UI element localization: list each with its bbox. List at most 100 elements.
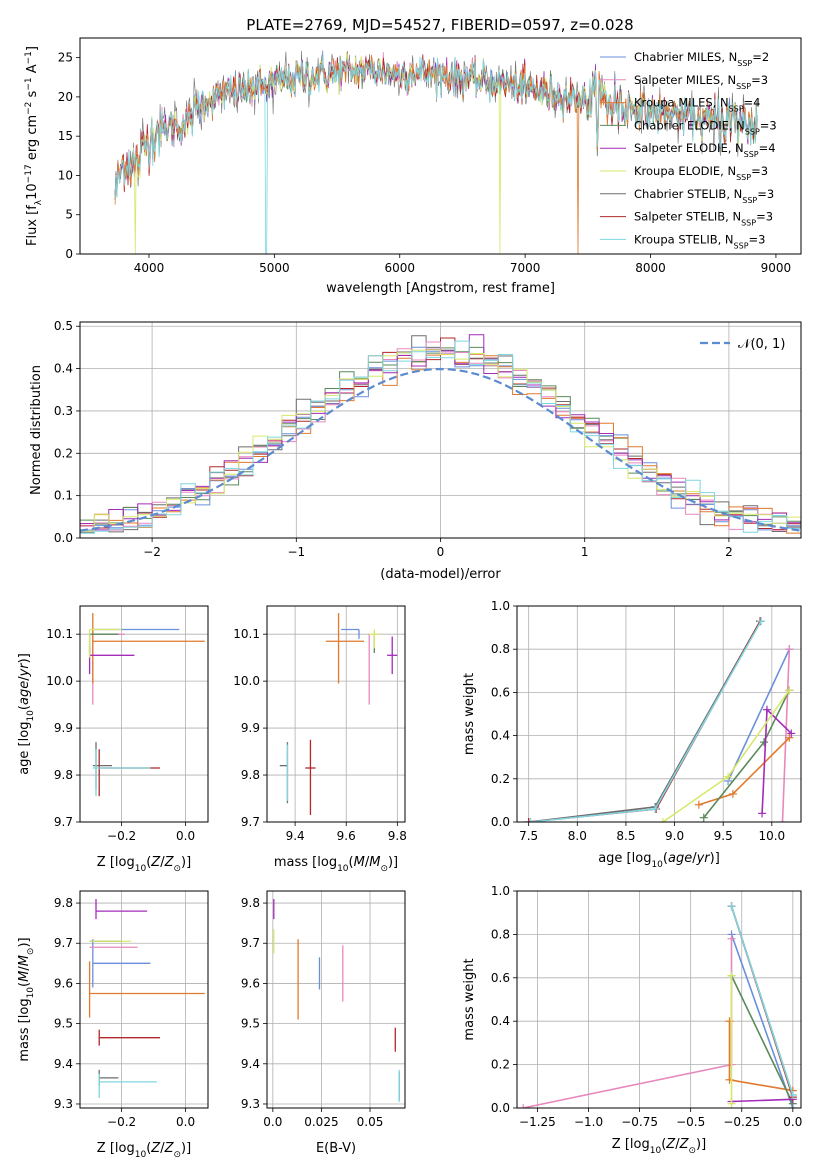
plot-area: [114, 50, 758, 254]
legend-label-suffix: =3: [757, 187, 774, 201]
x-tick-label: 8.5: [616, 829, 635, 843]
mass_vs_Z-panel: −0.2 0.09.39.49.59.69.79.8Z [log10(Z/Z⊙)]…: [17, 890, 209, 1160]
y-axis-label: mass weight: [462, 958, 477, 1040]
x-axis-label: mass [log10(M/M⊙)]: [274, 855, 398, 874]
y-tick-label: 10.0: [233, 674, 260, 688]
legend-label-main: Chabrier ELODIE, N: [634, 118, 745, 132]
x-label-part: )]: [696, 1137, 706, 1152]
gaussian-legend-label: 𝒩(0, 1): [738, 337, 785, 352]
x-label-part: Z [: [97, 855, 115, 870]
x-axis-label: E(B-V): [316, 1141, 356, 1156]
x-tick-label: 9.5: [714, 829, 733, 843]
x-tick-label: −0.75: [621, 1115, 658, 1129]
x-tick-label: 8.0: [568, 829, 587, 843]
y-tick-label: 9.8: [241, 896, 260, 910]
legend-label: Chabrier MILES, NSSP=2: [634, 50, 769, 68]
x-label-part: Z [: [97, 1141, 115, 1156]
x-tick-label: 0.0: [176, 829, 195, 843]
y-label-part: ⊙: [26, 948, 36, 956]
x-axis-label: age [log10(age/yr)]: [598, 851, 720, 870]
legend-label-sub: SSP: [741, 218, 756, 227]
y-tick-label: 10.0: [46, 674, 73, 688]
y-label-part: (: [17, 982, 32, 987]
x-tick-label: 6000: [384, 261, 415, 275]
x-tick-label: 7000: [510, 261, 541, 275]
y-tick-label: 0.8: [491, 642, 510, 656]
y-tick-label: 0.6: [491, 685, 510, 699]
y-tick-label: 0.5: [54, 319, 73, 333]
x-tick-label: −0.25: [723, 1115, 760, 1129]
y-tick-label: 0: [65, 247, 73, 261]
y-tick-label: 9.7: [54, 815, 73, 829]
x-label-part: 10: [135, 864, 147, 874]
x-tick-label: 4000: [134, 261, 165, 275]
weight-line-7: [528, 620, 761, 822]
plot-area: [524, 617, 796, 822]
legend-label-main: Salpeter STELIB, N: [634, 210, 741, 224]
legend-label-suffix: =4: [759, 141, 776, 155]
plot-area: [80, 334, 801, 534]
x-tick-label: −2: [143, 545, 161, 559]
legend-label-main: Chabrier STELIB, N: [634, 187, 742, 201]
y-tick-label: 0.4: [491, 1014, 510, 1028]
x-label-part: Z [: [612, 1137, 630, 1152]
y-label-part: /: [17, 966, 32, 971]
x-label-part: Z: [164, 1141, 175, 1156]
y-label-part: −1: [24, 51, 34, 64]
gaussian-curve: [80, 367, 801, 532]
legend-label-suffix: =3: [756, 210, 773, 224]
y-tick-label: 9.7: [241, 936, 260, 950]
x-tick-label: −1.0: [574, 1115, 603, 1129]
x-tick-label: 1: [581, 545, 589, 559]
legend-label: Chabrier STELIB, NSSP=3: [634, 187, 774, 205]
legend-label-suffix: =3: [751, 73, 768, 87]
legend-label: Kroupa MILES, NSSP=4: [634, 96, 760, 114]
legend-label-sub: SSP: [744, 150, 759, 159]
x-label-part: Z: [150, 855, 161, 870]
x-label-part: Z: [150, 1141, 161, 1156]
y-axis-label: age [log10(age/yr)]: [17, 653, 36, 775]
x-label-part: ⊙: [173, 1150, 181, 1160]
x-label-part: Z: [679, 1137, 690, 1152]
mass_vs_ebv-panel: 0.0 0.025 0.05 9.3 9.4 9.5 9.6 9.7 9.8 E(B-V): [241, 890, 406, 1156]
x-label-part: (: [146, 1141, 151, 1156]
x-label-part: )]: [710, 851, 720, 866]
y-tick-label: 10: [58, 168, 73, 182]
legend-label: Salpeter MILES, NSSP=3: [634, 73, 768, 91]
y-tick-label: 20: [58, 90, 73, 104]
x-label-part: age [: [598, 851, 631, 866]
y-label-part: mass [: [17, 1018, 32, 1061]
axes-frame: [516, 890, 802, 1109]
x-tick-label: 9.4: [286, 829, 305, 843]
y-tick-label: 0.2: [491, 1058, 510, 1072]
y-tick-label: 0.2: [491, 772, 510, 786]
x-label-part: (: [661, 1137, 666, 1152]
legend-label: Salpeter ELODIE, NSSP=4: [634, 141, 776, 159]
x-label-part: Z: [665, 1137, 676, 1152]
x-axis-label: Z [log10(Z/Z⊙)]: [612, 1137, 706, 1156]
y-label-part: erg cm: [25, 115, 40, 164]
x-label-part: ⊙: [380, 864, 388, 874]
plot-area: [519, 902, 797, 1108]
x-label-part: )]: [181, 1141, 191, 1156]
y-tick-label: 10.1: [233, 627, 260, 641]
axes-frame: [516, 605, 802, 823]
legend-label-main: Kroupa ELODIE, N: [634, 164, 736, 178]
weight-line-0: [727, 648, 791, 782]
y-axis-label: mass [log10(M/M⊙)]: [17, 937, 36, 1061]
x-label-part: log: [317, 855, 337, 870]
x-tick-label: 0.0: [176, 1115, 195, 1129]
legend-label-main: Salpeter MILES, N: [634, 73, 736, 87]
legend-label-sub: SSP: [736, 81, 751, 90]
y-tick-label: 15: [58, 129, 73, 143]
x-label-part: /: [365, 855, 370, 870]
x-tick-label: 5000: [259, 261, 290, 275]
x-label-part: 10: [337, 864, 349, 874]
y-label-part: ]: [25, 46, 40, 51]
y-label-part: )]: [17, 937, 32, 947]
y-tick-label: 9.3: [54, 1097, 73, 1111]
x-label-part: )]: [181, 855, 191, 870]
y-tick-label: 0.0: [491, 1101, 510, 1115]
weight-line-0: [730, 934, 794, 1108]
